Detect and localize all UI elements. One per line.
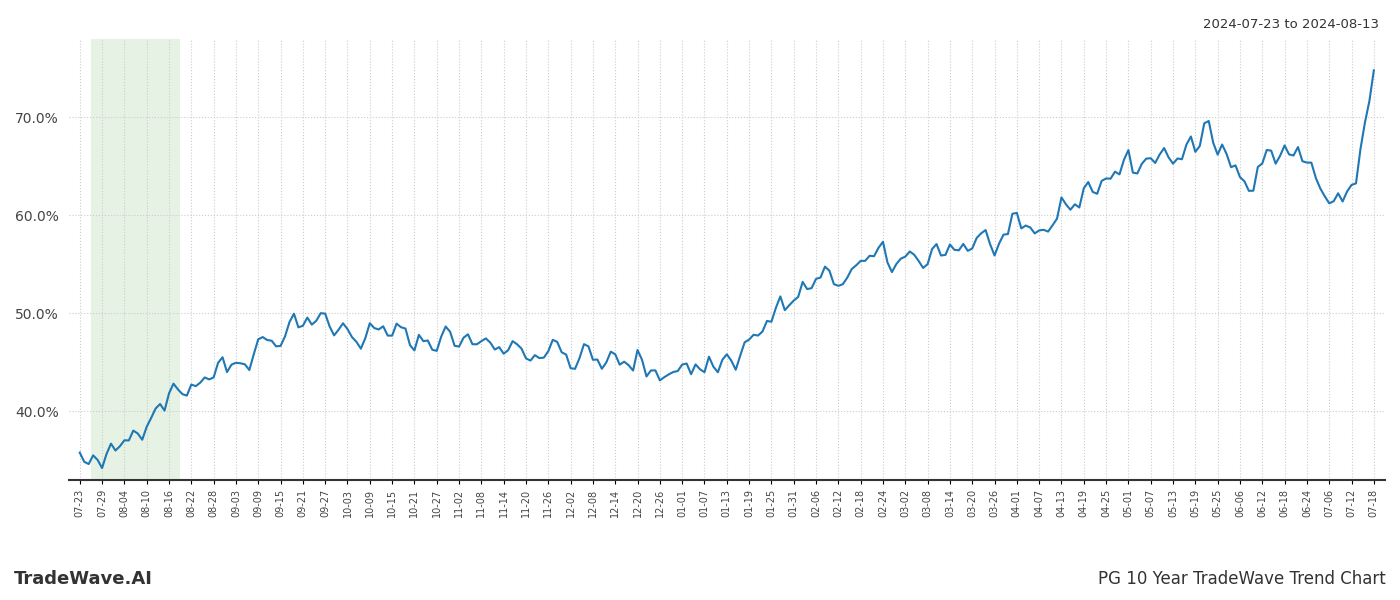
Text: TradeWave.AI: TradeWave.AI xyxy=(14,570,153,588)
Text: 2024-07-23 to 2024-08-13: 2024-07-23 to 2024-08-13 xyxy=(1203,18,1379,31)
Text: PG 10 Year TradeWave Trend Chart: PG 10 Year TradeWave Trend Chart xyxy=(1098,570,1386,588)
Bar xyxy=(91,39,181,480)
